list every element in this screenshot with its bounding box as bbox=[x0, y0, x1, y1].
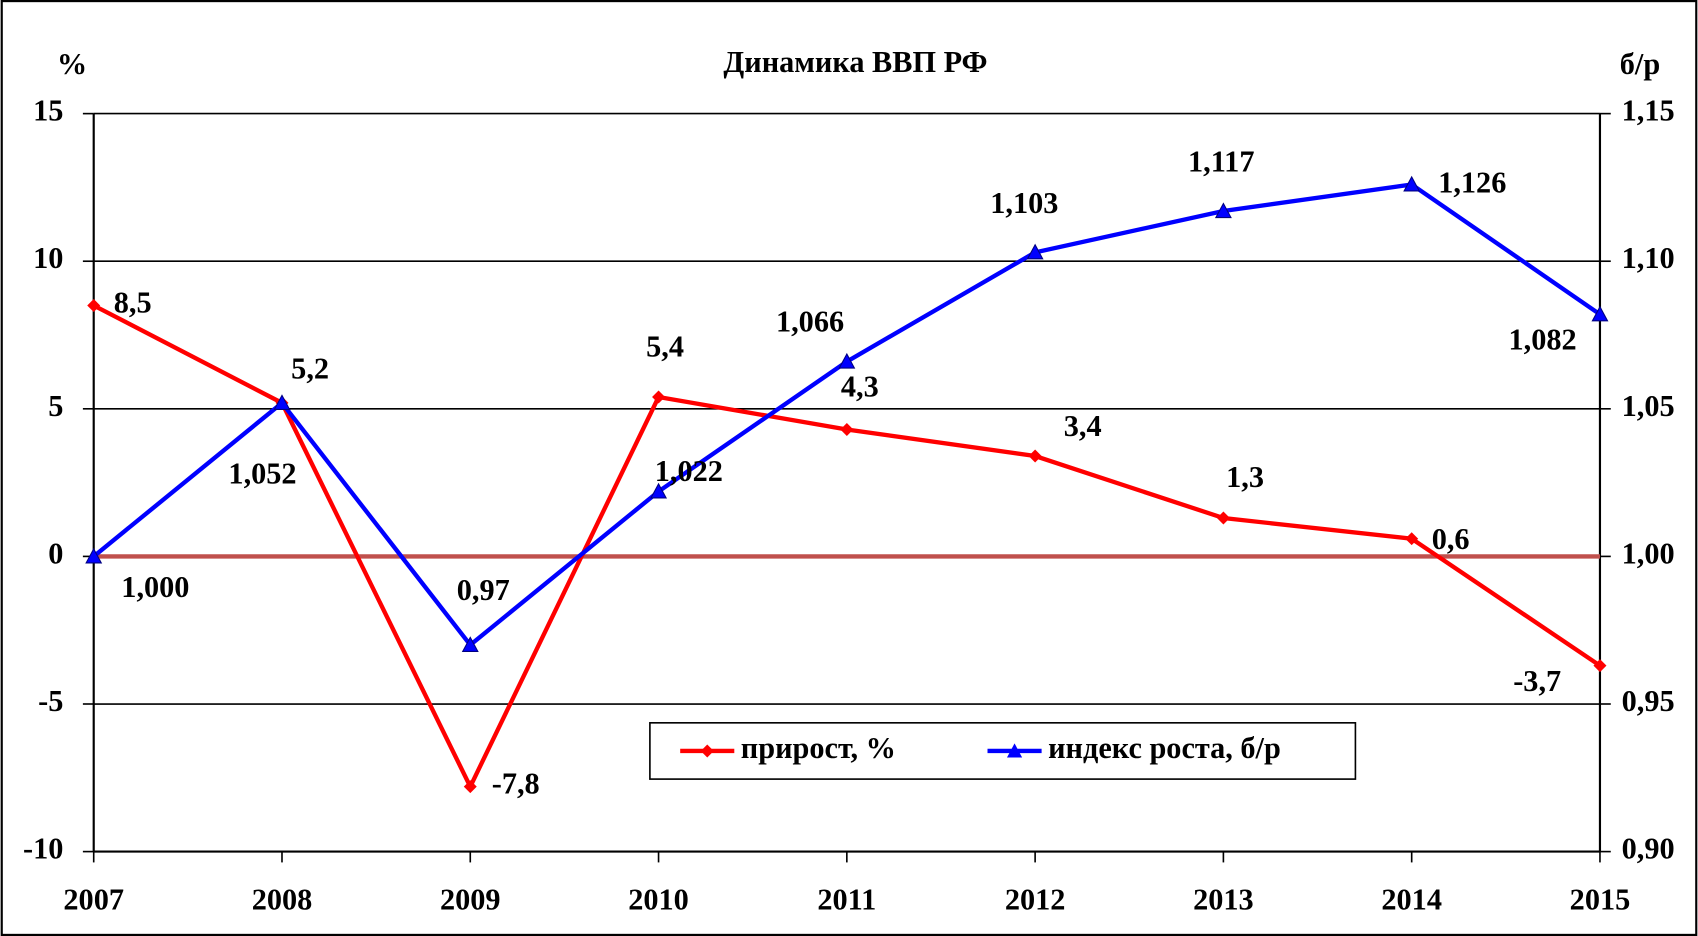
marker bbox=[87, 299, 101, 312]
data-label: 1,022 bbox=[655, 454, 723, 488]
y2-tick-label: 1,05 bbox=[1622, 389, 1675, 423]
legend-label: прирост, % bbox=[741, 731, 896, 765]
data-label: 5,2 bbox=[291, 351, 329, 385]
data-label: 1,052 bbox=[228, 456, 296, 490]
data-label: 4,3 bbox=[841, 369, 879, 403]
marker bbox=[1026, 243, 1044, 260]
chart-title: Динамика ВВП РФ bbox=[723, 45, 987, 79]
data-label: 1,000 bbox=[121, 570, 189, 604]
data-label: 1,103 bbox=[990, 186, 1058, 220]
data-label: 1,3 bbox=[1226, 460, 1264, 494]
data-label: -3,7 bbox=[1513, 664, 1561, 698]
data-label: 8,5 bbox=[114, 285, 152, 319]
y-tick-label: 0 bbox=[48, 536, 63, 570]
legend-label: индекс роста, б/р bbox=[1048, 731, 1281, 765]
data-label: 1,126 bbox=[1438, 165, 1506, 199]
x-tick-label: 2014 bbox=[1381, 882, 1442, 916]
x-tick-label: 2007 bbox=[63, 882, 124, 916]
x-tick-label: 2015 bbox=[1570, 882, 1631, 916]
marker bbox=[650, 482, 668, 499]
marker bbox=[1593, 659, 1607, 673]
y2-tick-label: 0,95 bbox=[1622, 684, 1675, 718]
y-tick-label: -10 bbox=[23, 832, 63, 866]
x-tick-label: 2009 bbox=[440, 882, 501, 916]
data-label: -7,8 bbox=[492, 767, 540, 801]
y-axis-label: % bbox=[57, 47, 87, 81]
data-label: 1,066 bbox=[776, 305, 844, 339]
marker bbox=[1214, 202, 1232, 219]
x-tick-label: 2011 bbox=[817, 882, 876, 916]
x-tick-label: 2008 bbox=[252, 882, 313, 916]
marker bbox=[838, 352, 856, 369]
marker bbox=[273, 394, 291, 410]
legend-marker bbox=[1006, 743, 1023, 758]
data-label: 0,6 bbox=[1432, 522, 1470, 556]
y-tick-label: -5 bbox=[38, 684, 63, 718]
data-label: 3,4 bbox=[1064, 409, 1102, 443]
y-tick-label: 5 bbox=[48, 389, 63, 423]
data-label: 5,4 bbox=[646, 329, 684, 363]
marker bbox=[461, 636, 479, 652]
y2-tick-label: 1,00 bbox=[1622, 536, 1675, 570]
marker bbox=[85, 547, 103, 564]
y-tick-label: 10 bbox=[33, 241, 63, 275]
marker bbox=[1028, 449, 1042, 463]
marker bbox=[1591, 305, 1609, 322]
x-tick-label: 2012 bbox=[1005, 882, 1066, 916]
data-label: 0,97 bbox=[457, 573, 510, 607]
x-tick-label: 2013 bbox=[1193, 882, 1254, 916]
y2-tick-label: 0,90 bbox=[1622, 832, 1675, 866]
y2-tick-label: 1,10 bbox=[1622, 241, 1675, 275]
marker bbox=[840, 422, 854, 436]
data-label: 1,117 bbox=[1188, 144, 1254, 178]
data-label: 1,082 bbox=[1509, 322, 1577, 356]
y2-tick-label: 1,15 bbox=[1622, 94, 1675, 128]
y-tick-label: 15 bbox=[33, 94, 63, 128]
marker bbox=[463, 780, 477, 794]
y2-axis-label: б/р bbox=[1620, 47, 1660, 81]
x-tick-label: 2010 bbox=[628, 882, 689, 916]
marker bbox=[1403, 175, 1421, 192]
